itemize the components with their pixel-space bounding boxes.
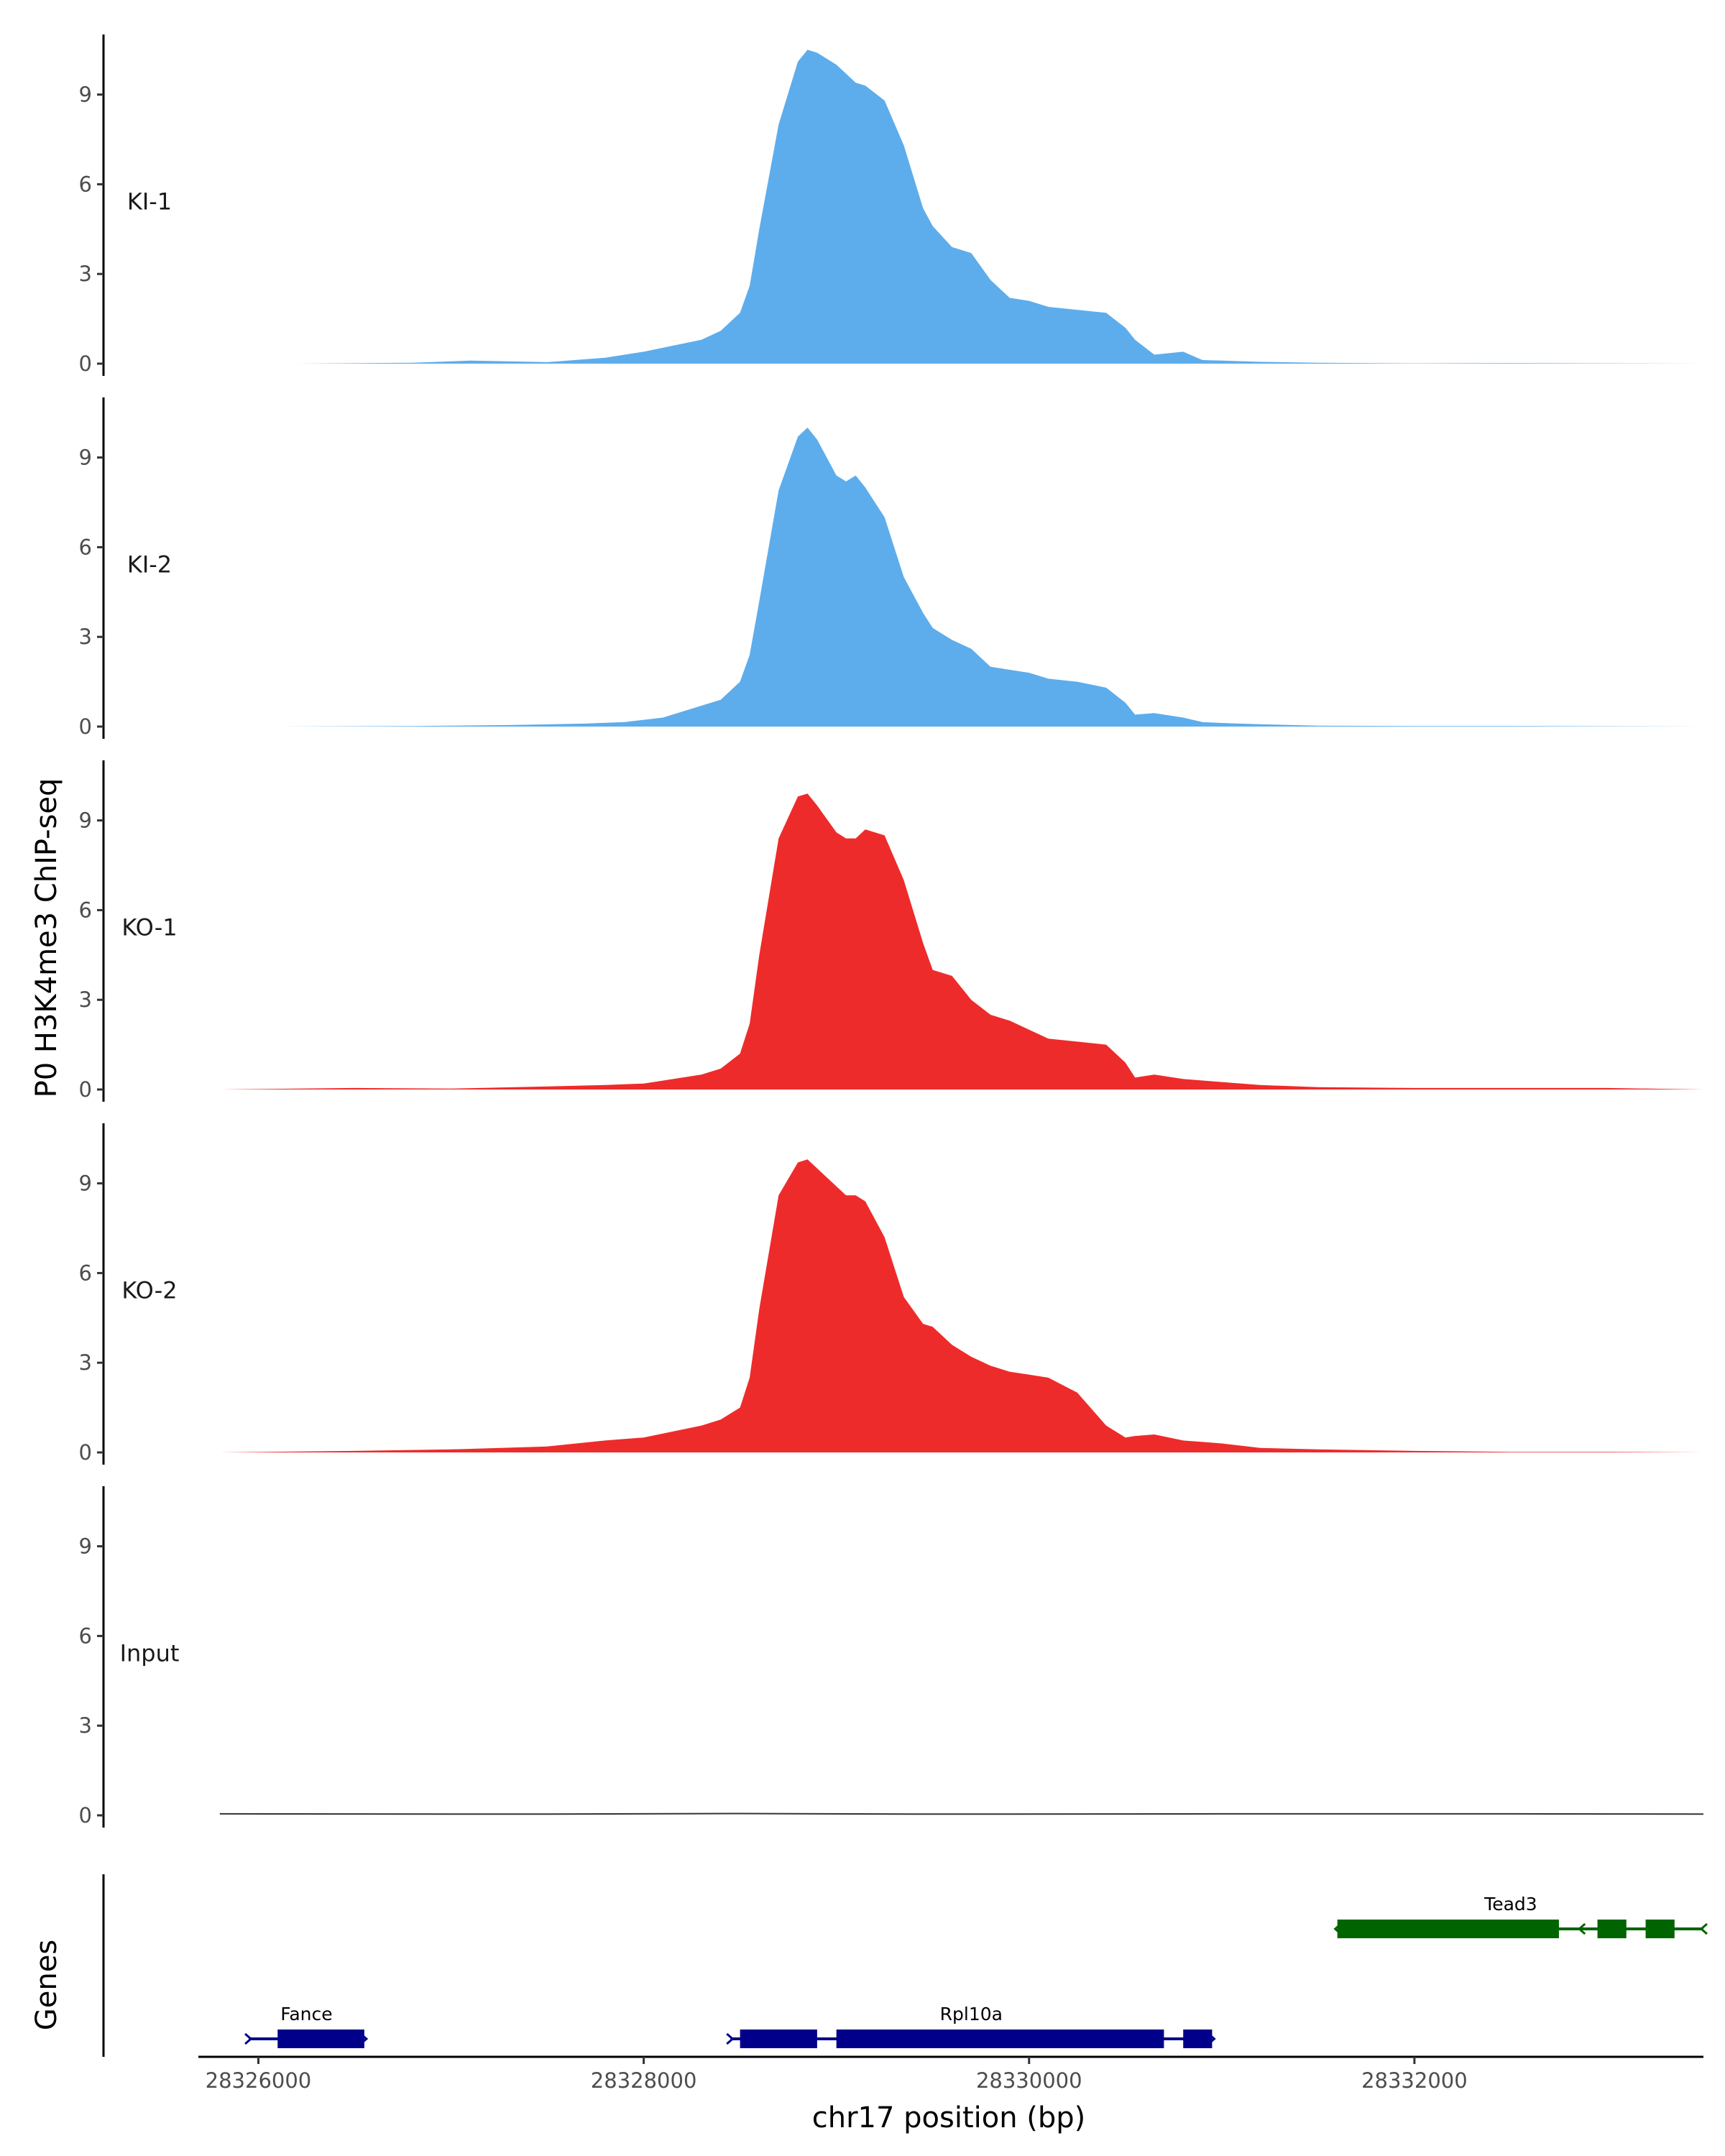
y-tick-label: 9 (79, 446, 92, 470)
track-ki-1: 0 3 6 9 KI-1 (79, 34, 1704, 376)
gene-annotation-track: Fance Rpl10a Tead3 (102, 1874, 1708, 2057)
signal-line (219, 1812, 1704, 1815)
y-tick-label: 9 (79, 1171, 92, 1196)
y-tick-label: 6 (79, 535, 92, 559)
gene-fance: Fance (244, 2004, 369, 2048)
x-axis: 28326000 28328000 28330000 28332000 (198, 2055, 1703, 2093)
strand-arrow (846, 2032, 855, 2045)
y-tick-label: 3 (79, 1713, 92, 1738)
y-tick-label: 3 (79, 262, 92, 286)
gene-exon (277, 2030, 364, 2048)
y-tick-label: 0 (79, 1077, 92, 1102)
strand-arrow (1577, 1922, 1586, 1935)
signal-area (219, 793, 1703, 1089)
track-label: KO-1 (121, 913, 177, 941)
x-tick-label: 28328000 (591, 2068, 697, 2093)
gene-tead3: Tead3 (1333, 1894, 1708, 1938)
x-tick-label: 28332000 (1361, 2068, 1468, 2093)
y-tick-label: 9 (79, 83, 92, 107)
gene-rpl10a: Rpl10a (726, 2004, 1216, 2048)
gene-label: Tead3 (1484, 1894, 1537, 1915)
y-tick-label: 0 (79, 714, 92, 739)
gene-label: Fance (280, 2004, 332, 2024)
y-tick-label: 3 (79, 1350, 92, 1375)
x-tick-label: 28326000 (206, 2068, 312, 2093)
strand-arrow (302, 2032, 310, 2045)
track-label: KO-2 (121, 1276, 177, 1304)
gene-exon (1645, 1920, 1675, 1938)
y-tick-label: 0 (79, 1803, 92, 1828)
gene-label: Rpl10a (940, 2004, 1003, 2024)
gene-exon (740, 2030, 817, 2048)
track-ki-2: 0 3 6 9 KI-2 (79, 397, 1703, 739)
signal-area (219, 1159, 1703, 1452)
y-tick-label: 9 (79, 808, 92, 833)
signal-area (277, 428, 1703, 727)
y-tick-label: 3 (79, 987, 92, 1012)
strand-arrow (1699, 1922, 1708, 1935)
y-tick-label: 6 (79, 1261, 92, 1285)
y-tick-label: 6 (79, 1623, 92, 1648)
x-tick-label: 28330000 (976, 2068, 1082, 2093)
signal-area (297, 50, 1704, 364)
strand-arrow (244, 2032, 253, 2045)
y-tick-label: 6 (79, 172, 92, 196)
strand-arrow (1087, 2032, 1096, 2045)
track-label: KI-1 (127, 188, 172, 215)
x-axis-title: chr17 position (bp) (812, 2101, 1086, 2134)
gene-exon (1183, 2030, 1213, 2048)
strand-arrow (967, 2032, 975, 2045)
track-ko-2: 0 3 6 9 KO-2 (79, 1123, 1703, 1465)
y-tick-label: 6 (79, 898, 92, 922)
track-ko-1: 0 3 6 9 KO-1 (79, 760, 1703, 1102)
y-tick-label: 9 (79, 1534, 92, 1559)
gene-exon (1337, 1920, 1559, 1938)
y-tick-label: 0 (79, 1440, 92, 1465)
gene-exon (836, 2030, 1164, 2048)
strand-arrow (1333, 1922, 1342, 1935)
track-label: Input (120, 1639, 180, 1667)
gene-track-title: Genes (30, 1940, 63, 2030)
strand-arrow (359, 2032, 369, 2045)
signal-tracks: 0 3 6 9 KI-1 0 3 6 9 KI-2 0 3 6 9 KO-1 0 3 6 9 KO-2 0 3 6 9 Inpu… (79, 34, 1704, 1828)
track-label: KI-2 (127, 550, 172, 578)
y-axis-title: P0 H3K4me3 ChIP-seq (30, 778, 63, 1098)
strand-arrow (1208, 2032, 1216, 2045)
strand-arrow (1455, 1922, 1464, 1935)
y-tick-label: 3 (79, 625, 92, 649)
y-tick-label: 0 (79, 351, 92, 376)
track-input: 0 3 6 9 Input (79, 1486, 1704, 1828)
strand-arrow (726, 2032, 735, 2045)
gene-exon (1597, 1920, 1627, 1938)
